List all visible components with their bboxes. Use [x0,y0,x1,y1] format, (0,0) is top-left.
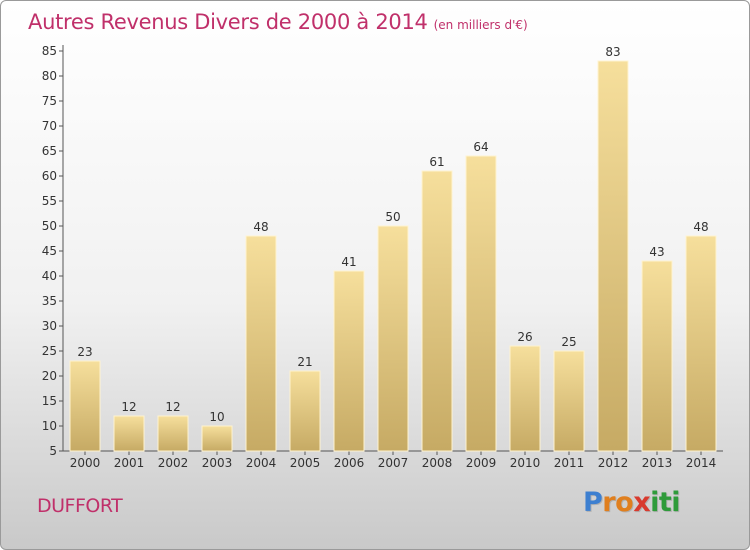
bar [641,260,673,452]
x-tick-label: 2009 [466,456,497,470]
bar-value-label: 41 [341,255,356,269]
bar-value-label: 48 [253,220,268,234]
y-tick-label: 75 [42,94,57,108]
y-tick-label: 20 [42,369,57,383]
bar [553,350,585,452]
axes: 5 10 15 20 25 30 35 40 45 50 55 60 65 70 75 80 85 [42,44,723,458]
x-tick-label: 2011 [554,456,585,470]
bar [201,425,233,452]
y-tick-label: 55 [42,194,57,208]
bar-value-label: 50 [385,210,400,224]
y-tick-label: 45 [42,244,57,258]
x-tick-label: 2005 [290,456,321,470]
bar-value-label: 64 [473,140,488,154]
x-tick-label: 2013 [642,456,673,470]
bar-value-label: 43 [649,245,664,259]
bar-value-label: 10 [209,410,224,424]
x-tick-label: 2014 [686,456,717,470]
bar [69,360,101,452]
bar [685,235,717,452]
chart-title: Autres Revenus Divers de 2000 à 2014 (en … [28,10,528,34]
x-tick-label: 2012 [598,456,629,470]
y-tick-label: 65 [42,144,57,158]
y-tick-label: 25 [42,344,57,358]
bar-value-label: 26 [517,330,532,344]
y-tick-label: 50 [42,219,57,233]
bar [421,170,453,452]
bar-value-label: 12 [121,400,136,414]
bar [377,225,409,452]
x-tick-label: 2010 [510,456,541,470]
x-tick-label: 2008 [422,456,453,470]
x-tick-label: 2000 [70,456,101,470]
y-tick-label: 85 [42,44,57,58]
x-tick-label: 2001 [114,456,145,470]
bar [245,235,277,452]
y-tick-label: 80 [42,69,57,83]
bars [69,60,717,452]
bar-value-label: 48 [693,220,708,234]
labels: 2000 23 2001 12 2002 12 2003 10 2004 48 2005 21 2006… [70,45,717,470]
logo-letter: x [633,487,651,518]
x-tick-label: 2003 [202,456,233,470]
bar-value-label: 25 [561,335,576,349]
bar [157,415,189,452]
bar [113,415,145,452]
place-name: DUFFORT [37,495,123,517]
y-tick-label: 10 [42,419,57,433]
y-tick-label: 40 [42,269,57,283]
x-tick-label: 2004 [246,456,277,470]
logo-letter: P [583,487,603,518]
logo-letter: i [671,487,681,518]
bar-value-label: 21 [297,355,312,369]
bar [333,270,365,452]
chart-subtitle: (en milliers d'€) [433,18,528,32]
y-tick-label: 60 [42,169,57,183]
x-tick-label: 2002 [158,456,189,470]
y-tick-label: 30 [42,319,57,333]
y-tick-label: 35 [42,294,57,308]
title-text: Autres Revenus Divers de 2000 à 2014 [28,10,428,34]
bar [597,60,629,452]
bar [509,345,541,452]
y-tick-label: 5 [49,444,57,458]
bar-value-label: 12 [165,400,180,414]
x-tick-label: 2007 [378,456,409,470]
proxiti-logo: Proxiti [583,487,681,518]
bar [289,370,321,452]
bar-value-label: 83 [605,45,620,59]
logo-letter: o [615,487,634,518]
bar-value-label: 23 [77,345,92,359]
y-tick-label: 15 [42,394,57,408]
logo-letter: t [658,487,672,518]
bar-value-label: 61 [429,155,444,169]
logo-letter: i [650,487,659,518]
bar [465,155,497,452]
y-tick-label: 70 [42,119,57,133]
logo-letter: r [602,487,616,518]
x-tick-label: 2006 [334,456,365,470]
